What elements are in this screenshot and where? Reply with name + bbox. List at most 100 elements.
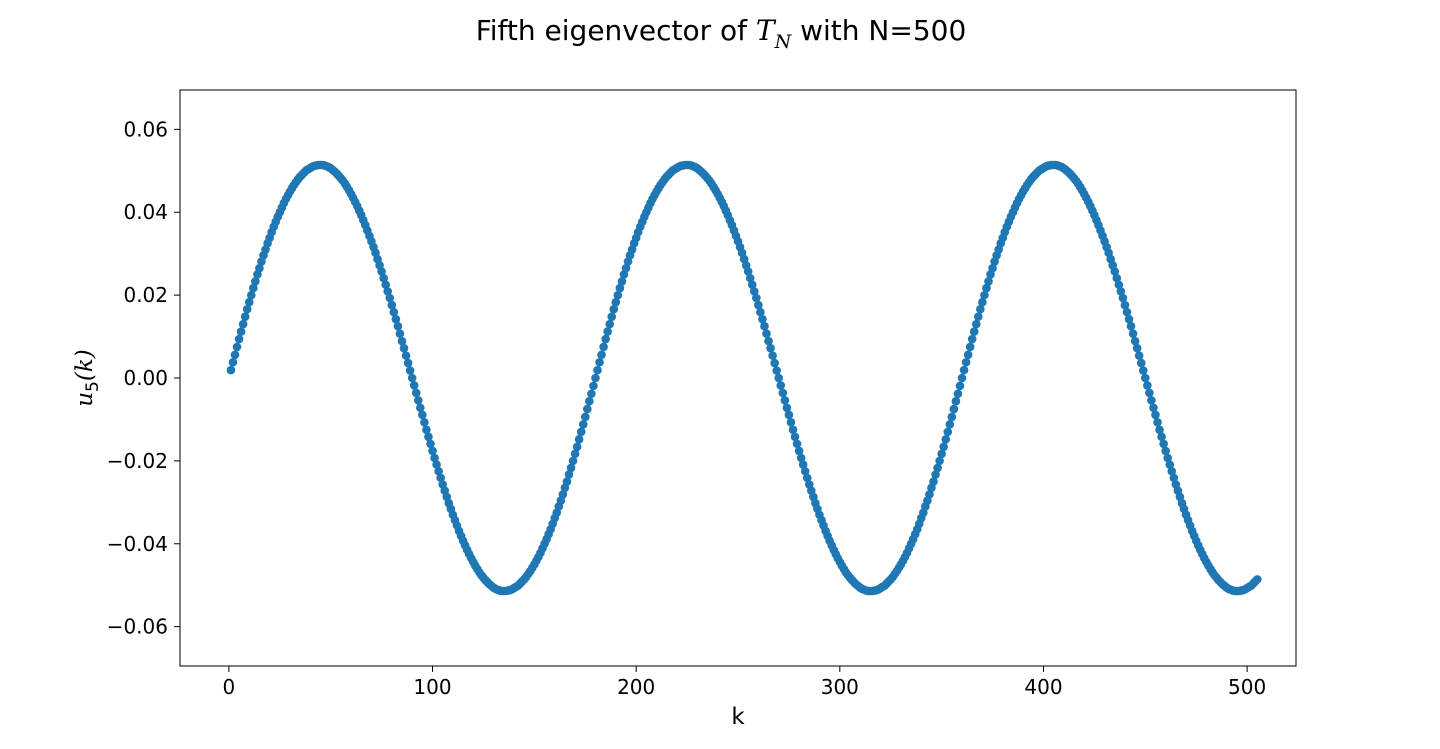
data-point [756,307,765,317]
data-point [1136,358,1146,368]
data-point [389,307,399,317]
data-point [585,396,594,406]
chart-title-symbol: T [756,14,777,47]
data-point [242,304,252,314]
data-point [377,267,386,276]
data-point [418,410,427,420]
data-point [558,490,568,499]
data-point [1132,343,1142,353]
data-point [937,449,946,459]
data-point [976,304,985,314]
x-tick-label: 500 [1228,675,1266,699]
y-axis: −0.06 −0.04 −0.02 0.00 0.02 0.04 0.06 [107,117,180,639]
x-tick-label: 400 [1024,675,1062,699]
data-point [768,351,777,360]
data-point [246,290,256,300]
data-point [790,432,800,442]
data-point [595,357,604,367]
data-point [430,453,439,463]
chart-title-subscript: N [774,31,793,53]
x-tick-label: 100 [413,675,451,699]
data-point [1153,418,1162,427]
data-point [1167,466,1177,476]
data-point [599,342,608,352]
data-point [230,350,240,360]
y-tick-label: −0.04 [107,532,168,556]
data-point [1163,453,1172,463]
data-point [397,336,407,346]
data-point [788,425,798,435]
data-point [1159,439,1168,449]
data-point [589,381,598,391]
data-point [1110,267,1120,276]
data-point [800,466,810,476]
data-point [1147,396,1156,405]
data-point [1253,575,1262,584]
data-point [615,283,625,293]
data-point [1116,287,1126,296]
data-point [782,403,792,413]
data-point [770,358,779,368]
data-point [416,403,425,413]
data-point [752,293,761,303]
y-tick-label: 0.04 [123,200,168,224]
data-point [574,435,584,444]
data-point [428,446,437,456]
data-point [385,293,395,303]
data-point [943,427,953,437]
x-axis: 0 100 200 300 400 500 [223,666,1266,699]
data-point [572,442,582,452]
data-point [1118,293,1128,303]
data-point [1141,373,1150,383]
data-point [1155,425,1164,435]
data-point [1138,366,1148,375]
data-point [947,412,957,422]
y-tick-label: −0.06 [107,615,168,639]
data-point [576,427,586,437]
data-point [971,319,981,329]
data-point [951,396,961,406]
data-point [978,297,987,307]
data-point [784,410,794,420]
data-point [407,373,417,383]
data-point [939,442,948,452]
data-point [244,297,254,307]
data-point [405,366,415,375]
chart-title-suffix: with N=500 [791,14,966,47]
data-point [1134,351,1144,360]
data-point [967,334,977,344]
data-point [796,453,806,463]
data-point [929,477,938,486]
data-point [1128,329,1138,338]
data-point [607,312,617,321]
data-point [1120,300,1130,310]
data-point [1157,432,1166,442]
data-point [570,449,580,459]
data-point [422,425,431,435]
data-point [605,319,614,329]
y-axis-label-symbol: u [72,392,98,407]
data-point [568,456,578,466]
data-point [424,432,433,442]
data-point [228,357,238,367]
data-point [778,388,788,398]
data-point [798,460,808,469]
data-point [566,463,576,473]
data-point [1122,307,1132,317]
data-point [609,304,619,314]
data-point [963,350,973,360]
y-axis-label: u5(k) [72,349,103,407]
data-point [621,263,631,273]
data-point [792,439,802,449]
data-point [383,287,393,296]
data-point [935,456,944,466]
data-point [955,381,965,391]
data-point [391,314,401,324]
data-point [982,283,991,293]
data-point [953,389,963,399]
data-point [786,418,796,427]
data-point [580,412,590,422]
data-point [776,381,786,390]
data-point [743,267,753,276]
data-point [413,396,423,405]
